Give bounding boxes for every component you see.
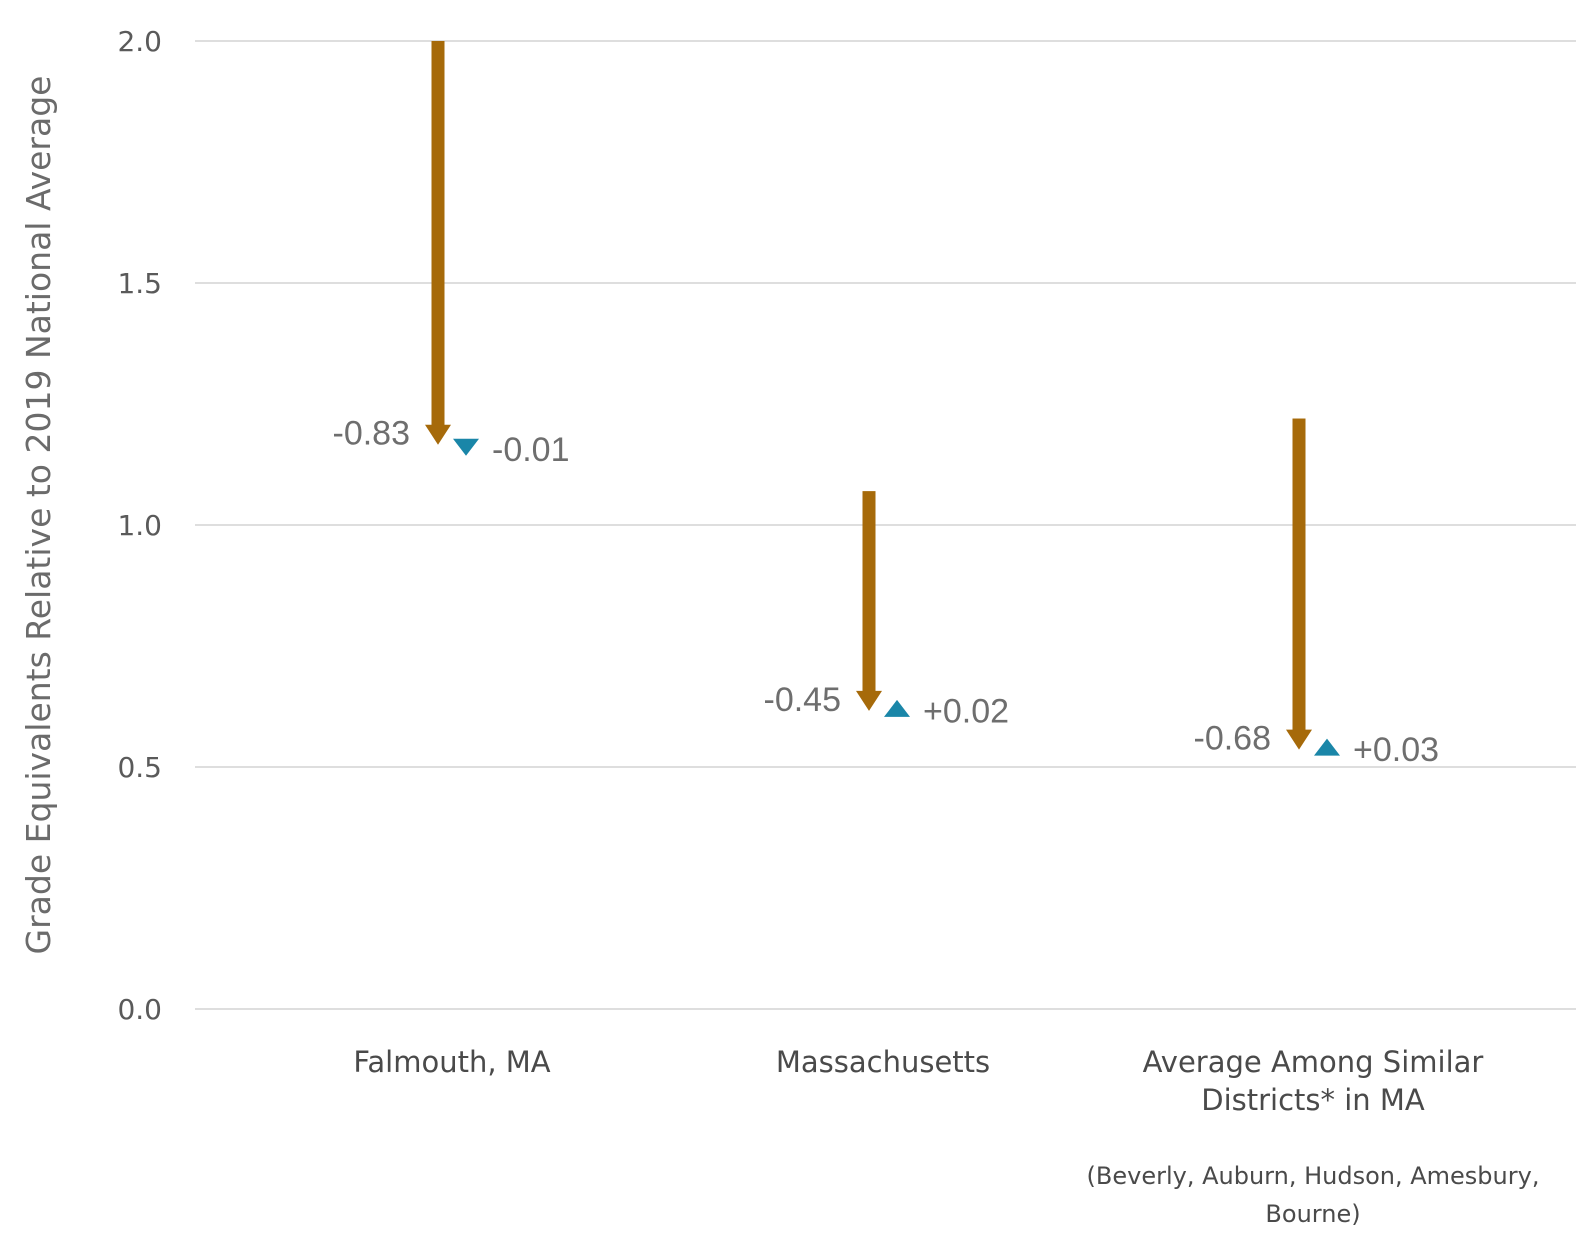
- decline-value-label: -0.68: [1194, 720, 1272, 758]
- decline-arrow-head: [1286, 729, 1312, 750]
- decline-value-label: -0.83: [333, 415, 411, 453]
- y-tick-label: 1.5: [117, 267, 162, 300]
- change-value-label: +0.03: [1353, 731, 1439, 769]
- y-axis-label: Grade Equivalents Relative to 2019 Natio…: [19, 76, 58, 955]
- decline-arrow-head: [425, 424, 451, 445]
- gridlines: [195, 40, 1576, 1010]
- decline-arrow-shaft: [862, 491, 876, 692]
- x-axis-categories: Falmouth, MA Massachusetts Average Among S…: [353, 1045, 1539, 1228]
- change-value-label: +0.02: [923, 692, 1009, 730]
- decline-value-label: -0.45: [764, 681, 842, 719]
- category-footnote: (Beverly, Auburn, Hudson, Amesbury,: [1087, 1162, 1540, 1190]
- data-marks: -0.83 -0.01 -0.45 +0.02 -0.68 +0.03: [333, 41, 1439, 769]
- decline-arrow-head: [856, 690, 882, 711]
- y-axis-ticks: 0.0 0.5 1.0 1.5 2.0: [117, 25, 162, 1026]
- decline-arrow-shaft: [431, 41, 445, 426]
- category-footnote: Bourne): [1265, 1200, 1360, 1228]
- y-tick-label: 1.0: [117, 509, 162, 542]
- category-label: Falmouth, MA: [353, 1045, 550, 1079]
- category-label: Districts* in MA: [1201, 1083, 1425, 1117]
- category-label: Massachusetts: [776, 1045, 990, 1079]
- change-marker: [453, 438, 479, 456]
- change-marker: [1314, 738, 1340, 756]
- y-tick-label: 2.0: [117, 25, 162, 58]
- change-marker: [884, 699, 910, 717]
- y-tick-label: 0.5: [117, 751, 162, 784]
- category-label: Average Among Similar: [1143, 1045, 1484, 1079]
- change-value-label: -0.01: [492, 431, 570, 469]
- y-tick-label: 0.0: [117, 993, 162, 1026]
- decline-arrow-shaft: [1292, 418, 1306, 731]
